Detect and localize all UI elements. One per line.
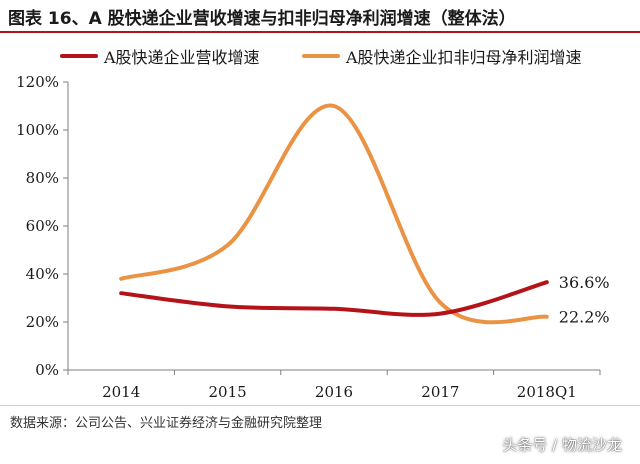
series-line-revenue	[119, 280, 549, 317]
legend-label-revenue: A股快递企业营收增速	[104, 48, 260, 67]
x-tick-label: 2017	[421, 383, 459, 401]
title-underline	[0, 31, 640, 33]
source-note: 数据来源：公司公告、兴业证券经济与金融研究院整理	[10, 416, 323, 431]
data-label-revenue: 36.6%	[559, 273, 610, 292]
legend-label-profit: A股快递企业扣非归母净利润增速	[346, 48, 582, 67]
chart-title: 图表 16、A 股快递企业营收增速与扣非归母净利润增速（整体法）	[8, 9, 516, 29]
line-chart: 0% 20% 40% 60% 80% 100% 120% 2014 2015 2016 2017 20…	[16, 73, 610, 401]
y-tick-label: 100%	[16, 121, 59, 139]
y-tick-label: 120%	[16, 73, 59, 91]
legend-swatch-profit	[302, 54, 340, 58]
title-bar: 图表 16、A 股快递企业营收增速与扣非归母净利润增速（整体法）	[0, 0, 640, 34]
y-tick-label: 0%	[35, 361, 59, 379]
data-label-profit: 22.2%	[559, 308, 610, 327]
source-divider	[0, 405, 640, 406]
x-tick-label: 2015	[209, 383, 247, 401]
y-tick-label: 60%	[26, 217, 59, 235]
y-tick-label: 20%	[26, 313, 59, 331]
watermark: 头条号 / 物流沙龙	[502, 436, 622, 454]
x-tick-label: 2018Q1	[517, 383, 577, 401]
y-tick-label: 40%	[26, 265, 59, 283]
legend-swatch-revenue	[60, 54, 98, 58]
series-line-profit	[119, 103, 549, 325]
x-tick-label: 2014	[102, 383, 140, 401]
x-tick-label: 2016	[315, 383, 353, 401]
y-tick-label: 80%	[26, 169, 59, 187]
